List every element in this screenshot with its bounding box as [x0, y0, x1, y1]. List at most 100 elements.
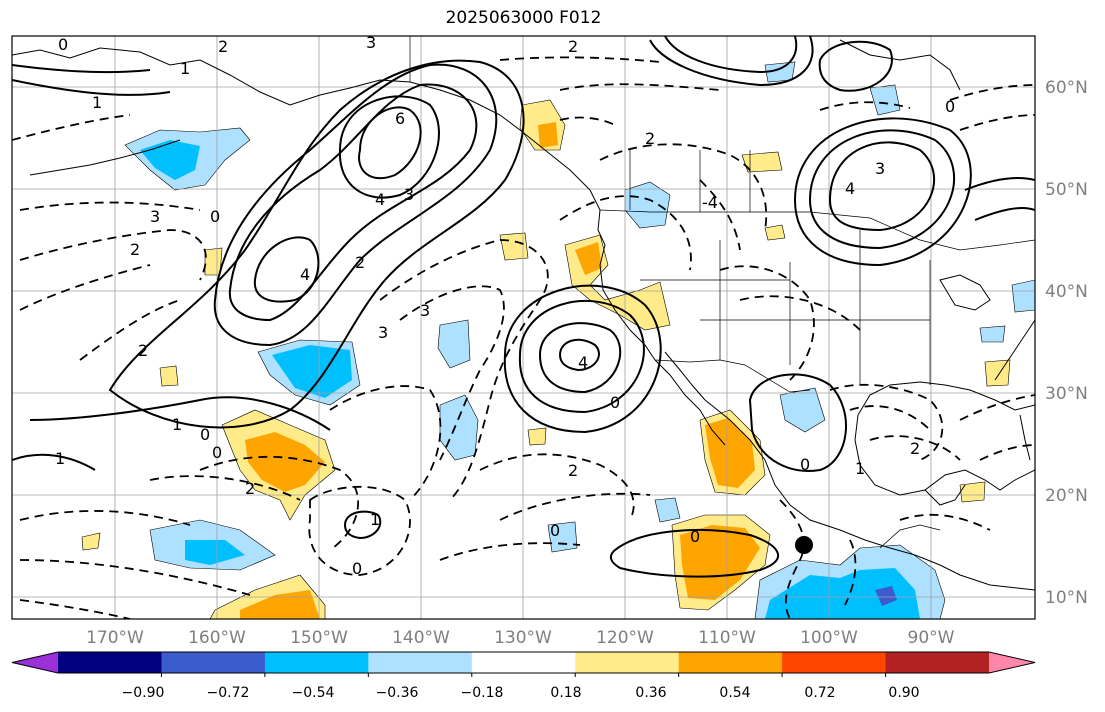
negative-region-west-small: [437, 319, 471, 369]
lon-label: 150°W: [290, 628, 348, 648]
contour-north-high-2: [664, 36, 798, 74]
contour-neg-q: [559, 195, 692, 271]
lon-label: 100°W: [800, 628, 858, 648]
mexico-west-coast: [704, 399, 1035, 591]
contour-label: 4: [375, 190, 385, 209]
contour-neg-h: [199, 455, 359, 551]
contour-label: 4: [845, 179, 855, 198]
contour-east-canada-3: [793, 117, 972, 267]
positive-contours: [12, 36, 1035, 578]
contour-plus-0-line: [29, 396, 331, 431]
contour-label: 3: [404, 185, 414, 204]
contour-label: 3: [875, 159, 885, 178]
contour-low-ring-3: [503, 284, 662, 434]
contour-label: 0: [200, 425, 210, 444]
contour-label: 0: [690, 527, 700, 546]
contour-neg-x: [849, 405, 931, 431]
contour-label: 1: [172, 415, 182, 434]
canada-west-coast: [589, 189, 606, 246]
contour-neg-t: [499, 56, 661, 63]
contour-mexico-loop: [748, 373, 847, 472]
lon-label: 160°W: [188, 628, 246, 648]
contour-neg-f: [399, 285, 505, 461]
colorbar: [11, 651, 1036, 677]
contour-label: 6: [395, 109, 405, 128]
negative-region-east: [1011, 279, 1035, 313]
lon-label: 120°W: [596, 628, 654, 648]
contour-label: 0: [210, 207, 220, 226]
contour-low-ring-2: [518, 300, 645, 414]
positive-region-small-e: [81, 532, 101, 551]
lat-label: 30°N: [1045, 384, 1088, 404]
contour-label: 2: [130, 240, 140, 259]
contour-plus-1-band: [108, 59, 525, 429]
colorbar-tick-label: 0.18: [550, 685, 581, 701]
contour-nw-2: [12, 79, 171, 96]
colorbar-tick-label: −0.90: [122, 685, 165, 701]
colorbar-tick-label: 0.54: [719, 685, 750, 701]
contour-label: 3: [378, 323, 388, 342]
contour-neg-jj: [699, 179, 741, 251]
contour-label: 0: [550, 521, 560, 540]
contour-label: 0: [800, 455, 810, 474]
contour-label: 3: [366, 33, 376, 52]
positive-region-small-g: [764, 224, 786, 241]
contour-east-pacific-loop: [609, 529, 780, 578]
colorbar-segment: [58, 652, 162, 673]
contour-neg-w: [829, 383, 944, 461]
contour-label: 0: [945, 97, 955, 116]
negative-region-sw-pacific-core: [185, 540, 245, 565]
lon-label: 170°W: [86, 628, 144, 648]
contour-west-1: [12, 453, 96, 471]
us-canada-border: [599, 209, 1035, 251]
contour-low-ring-1: [538, 322, 622, 394]
map-frame: [11, 35, 1036, 620]
contour-neg-ii: [12, 114, 131, 141]
negative-region-east-b: [979, 325, 1006, 343]
contour-label: 2: [218, 37, 228, 56]
hudson-bay: [839, 39, 961, 91]
contour-east-canada-1: [828, 141, 936, 232]
negative-region-hudson: [869, 84, 901, 116]
contour-label: 4: [578, 353, 588, 372]
us-mexico-border: [654, 359, 811, 393]
contour-neg-hh: [559, 116, 616, 126]
contour-neg-s: [559, 83, 721, 91]
colorbar-tick-label: 0.90: [888, 685, 919, 701]
contour-neg-gg: [819, 101, 911, 111]
colorbar-tick-labels: −0.90 −0.72 −0.54 −0.36 −0.18 0.18 0.36 …: [122, 685, 920, 701]
colorbar-segment: [471, 652, 576, 673]
lon-label: 110°W: [698, 628, 756, 648]
contour-right-1: [964, 177, 1035, 191]
colorbar-tick-label: −0.18: [461, 685, 504, 701]
contour-label: 2: [138, 341, 148, 360]
contour-label: -4: [702, 193, 718, 212]
contour-label: 1: [180, 59, 190, 78]
lat-label: 40°N: [1045, 282, 1088, 302]
contour-neg-y: [869, 435, 961, 461]
lat-label: 20°N: [1045, 486, 1088, 506]
political-borders: [409, 36, 1035, 549]
longitude-labels: 170°W 160°W 150°W 140°W 130°W 120°W 110°…: [86, 628, 955, 648]
contour-neg-c: [19, 264, 151, 311]
colorbar-segment: [264, 652, 369, 673]
contour-label: 0: [58, 35, 68, 54]
positive-region-small-d: [527, 427, 547, 446]
positive-region-hawaii-ne-core: [245, 432, 325, 492]
contour-neg-aa: [844, 539, 857, 606]
contour-neg-g: [329, 385, 442, 501]
contour-plus-3-band: [228, 83, 478, 322]
contour-label: 0: [212, 443, 222, 462]
negative-region-gulf: [779, 387, 826, 433]
contour-label: 2: [910, 439, 920, 458]
contour-neg-v: [739, 295, 861, 331]
negative-region-purple-core: [875, 586, 897, 606]
contour-neg-k: [19, 510, 191, 526]
positive-region-east-pacific-core: [680, 525, 760, 600]
contour-neg-p: [439, 542, 581, 561]
positive-region-small-h: [959, 481, 986, 503]
contour-label: 2: [355, 253, 365, 272]
contour-label: 4: [300, 265, 310, 284]
negative-region-mexico-south-core: [765, 568, 920, 619]
